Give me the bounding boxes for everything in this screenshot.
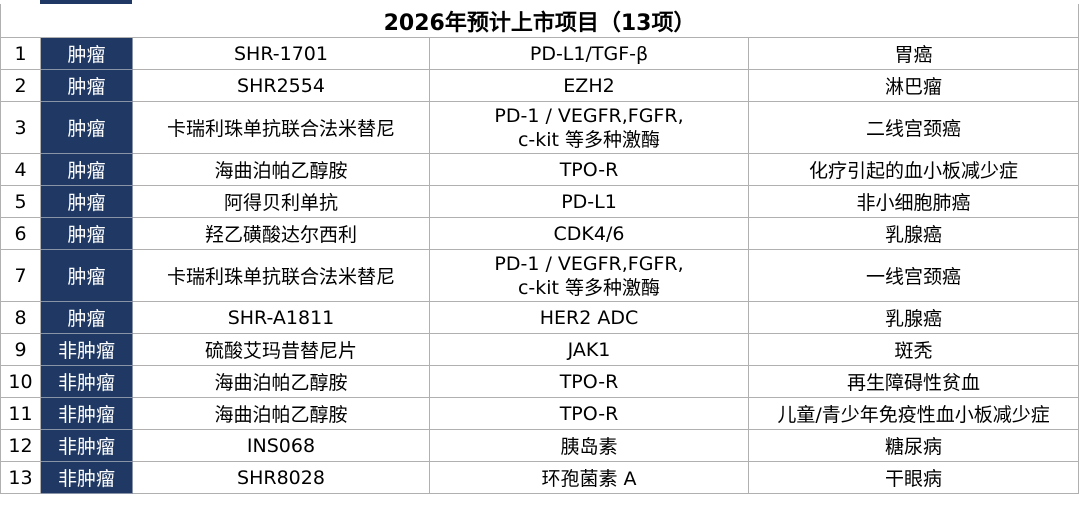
indication: 儿童/青少年免疫性血小板减少症 [747, 397, 1080, 430]
launch-projects-table: 2026年预计上市项目（13项） 1 肿瘤 SHR-1701 PD-L1/TGF-β 胃… [0, 4, 1080, 494]
row-number: 4 [0, 153, 41, 186]
table-row: 6 肿瘤 羟乙磺酸达尔西利 CDK4/6 乳腺癌 [0, 217, 1080, 250]
row-number: 3 [0, 101, 41, 154]
project-name: 硫酸艾玛昔替尼片 [132, 333, 430, 366]
indication: 一线宫颈癌 [747, 249, 1080, 302]
row-number: 10 [0, 365, 41, 398]
table-title: 2026年预计上市项目（13项） [0, 4, 1080, 38]
project-name: 阿得贝利单抗 [132, 185, 430, 218]
category-badge: 非肿瘤 [40, 365, 133, 398]
project-name: SHR-1701 [132, 37, 430, 70]
target-line: TPO-R [559, 370, 619, 393]
table-row: 11 非肿瘤 海曲泊帕乙醇胺 TPO-R 儿童/青少年免疫性血小板减少症 [0, 397, 1080, 430]
target-line: CDK4/6 [553, 222, 625, 245]
target-line: TPO-R [559, 158, 619, 181]
indication: 糖尿病 [747, 429, 1080, 462]
category-badge: 肿瘤 [40, 69, 133, 102]
row-number: 11 [0, 397, 41, 430]
table-row: 2 肿瘤 SHR2554 EZH2 淋巴瘤 [0, 69, 1080, 102]
target: CDK4/6 [429, 217, 749, 250]
row-number: 12 [0, 429, 41, 462]
category-badge: 肿瘤 [40, 217, 133, 250]
target: HER2 ADC [429, 301, 749, 334]
target: PD-L1/TGF-β [429, 37, 749, 70]
row-number: 2 [0, 69, 41, 102]
category-badge: 肿瘤 [40, 153, 133, 186]
target-line: EZH2 [563, 74, 615, 97]
indication: 胃癌 [747, 37, 1080, 70]
category-badge: 非肿瘤 [40, 429, 133, 462]
top-accent-bar [0, 0, 1080, 4]
category-badge: 肿瘤 [40, 249, 133, 302]
indication: 再生障碍性贫血 [747, 365, 1080, 398]
target-line: PD-L1 [561, 190, 617, 213]
target: PD-1 / VEGFR,FGFR, c-kit 等多种激酶 [429, 249, 749, 302]
row-number: 9 [0, 333, 41, 366]
target: PD-1 / VEGFR,FGFR, c-kit 等多种激酶 [429, 101, 749, 154]
category-badge: 非肿瘤 [40, 397, 133, 430]
table-row: 3 肿瘤 卡瑞利珠单抗联合法米替尼 PD-1 / VEGFR,FGFR, c-kit 等… [0, 101, 1080, 154]
indication: 非小细胞肺癌 [747, 185, 1080, 218]
target-line: c-kit 等多种激酶 [517, 128, 661, 151]
target: TPO-R [429, 365, 749, 398]
table-row: 7 肿瘤 卡瑞利珠单抗联合法米替尼 PD-1 / VEGFR,FGFR, c-kit 等… [0, 249, 1080, 302]
table-row: 1 肿瘤 SHR-1701 PD-L1/TGF-β 胃癌 [0, 37, 1080, 70]
project-name: 海曲泊帕乙醇胺 [132, 397, 430, 430]
indication: 干眼病 [747, 461, 1080, 494]
table-row: 10 非肿瘤 海曲泊帕乙醇胺 TPO-R 再生障碍性贫血 [0, 365, 1080, 398]
project-name: 海曲泊帕乙醇胺 [132, 365, 430, 398]
category-badge: 肿瘤 [40, 37, 133, 70]
row-number: 1 [0, 37, 41, 70]
indication: 二线宫颈癌 [747, 101, 1080, 154]
target: TPO-R [429, 153, 749, 186]
row-number: 5 [0, 185, 41, 218]
indication: 乳腺癌 [747, 301, 1080, 334]
target-line: JAK1 [567, 338, 611, 361]
target: JAK1 [429, 333, 749, 366]
table-row: 5 肿瘤 阿得贝利单抗 PD-L1 非小细胞肺癌 [0, 185, 1080, 218]
category-badge: 肿瘤 [40, 301, 133, 334]
project-name: 羟乙磺酸达尔西利 [132, 217, 430, 250]
indication: 乳腺癌 [747, 217, 1080, 250]
indication: 斑秃 [747, 333, 1080, 366]
target: EZH2 [429, 69, 749, 102]
target-line: PD-1 / VEGFR,FGFR, [494, 252, 684, 275]
category-badge: 肿瘤 [40, 185, 133, 218]
project-name: SHR8028 [132, 461, 430, 494]
target-line: TPO-R [559, 402, 619, 425]
target: PD-L1 [429, 185, 749, 218]
target: 胰岛素 [429, 429, 749, 462]
project-name: SHR-A1811 [132, 301, 430, 334]
project-name: 卡瑞利珠单抗联合法米替尼 [132, 249, 430, 302]
target: TPO-R [429, 397, 749, 430]
target-line: HER2 ADC [539, 306, 639, 329]
project-name: INS068 [132, 429, 430, 462]
target-line: PD-L1/TGF-β [529, 42, 649, 65]
row-number: 8 [0, 301, 41, 334]
project-name: 海曲泊帕乙醇胺 [132, 153, 430, 186]
indication: 淋巴瘤 [747, 69, 1080, 102]
target-line: PD-1 / VEGFR,FGFR, [494, 104, 684, 127]
target: 环孢菌素 A [429, 461, 749, 494]
category-badge: 非肿瘤 [40, 461, 133, 494]
table-row: 12 非肿瘤 INS068 胰岛素 糖尿病 [0, 429, 1080, 462]
category-badge: 非肿瘤 [40, 333, 133, 366]
row-number: 6 [0, 217, 41, 250]
table-row: 4 肿瘤 海曲泊帕乙醇胺 TPO-R 化疗引起的血小板减少症 [0, 153, 1080, 186]
category-badge: 肿瘤 [40, 101, 133, 154]
project-name: 卡瑞利珠单抗联合法米替尼 [132, 101, 430, 154]
project-name: SHR2554 [132, 69, 430, 102]
table-row: 8 肿瘤 SHR-A1811 HER2 ADC 乳腺癌 [0, 301, 1080, 334]
table-row: 13 非肿瘤 SHR8028 环孢菌素 A 干眼病 [0, 461, 1080, 494]
target-line: 环孢菌素 A [541, 468, 637, 490]
row-number: 13 [0, 461, 41, 494]
indication: 化疗引起的血小板减少症 [747, 153, 1080, 186]
target-line: c-kit 等多种激酶 [517, 276, 661, 299]
top-accent-segment [40, 0, 132, 4]
target-line: 胰岛素 [560, 436, 618, 458]
row-number: 7 [0, 249, 41, 302]
table-row: 9 非肿瘤 硫酸艾玛昔替尼片 JAK1 斑秃 [0, 333, 1080, 366]
